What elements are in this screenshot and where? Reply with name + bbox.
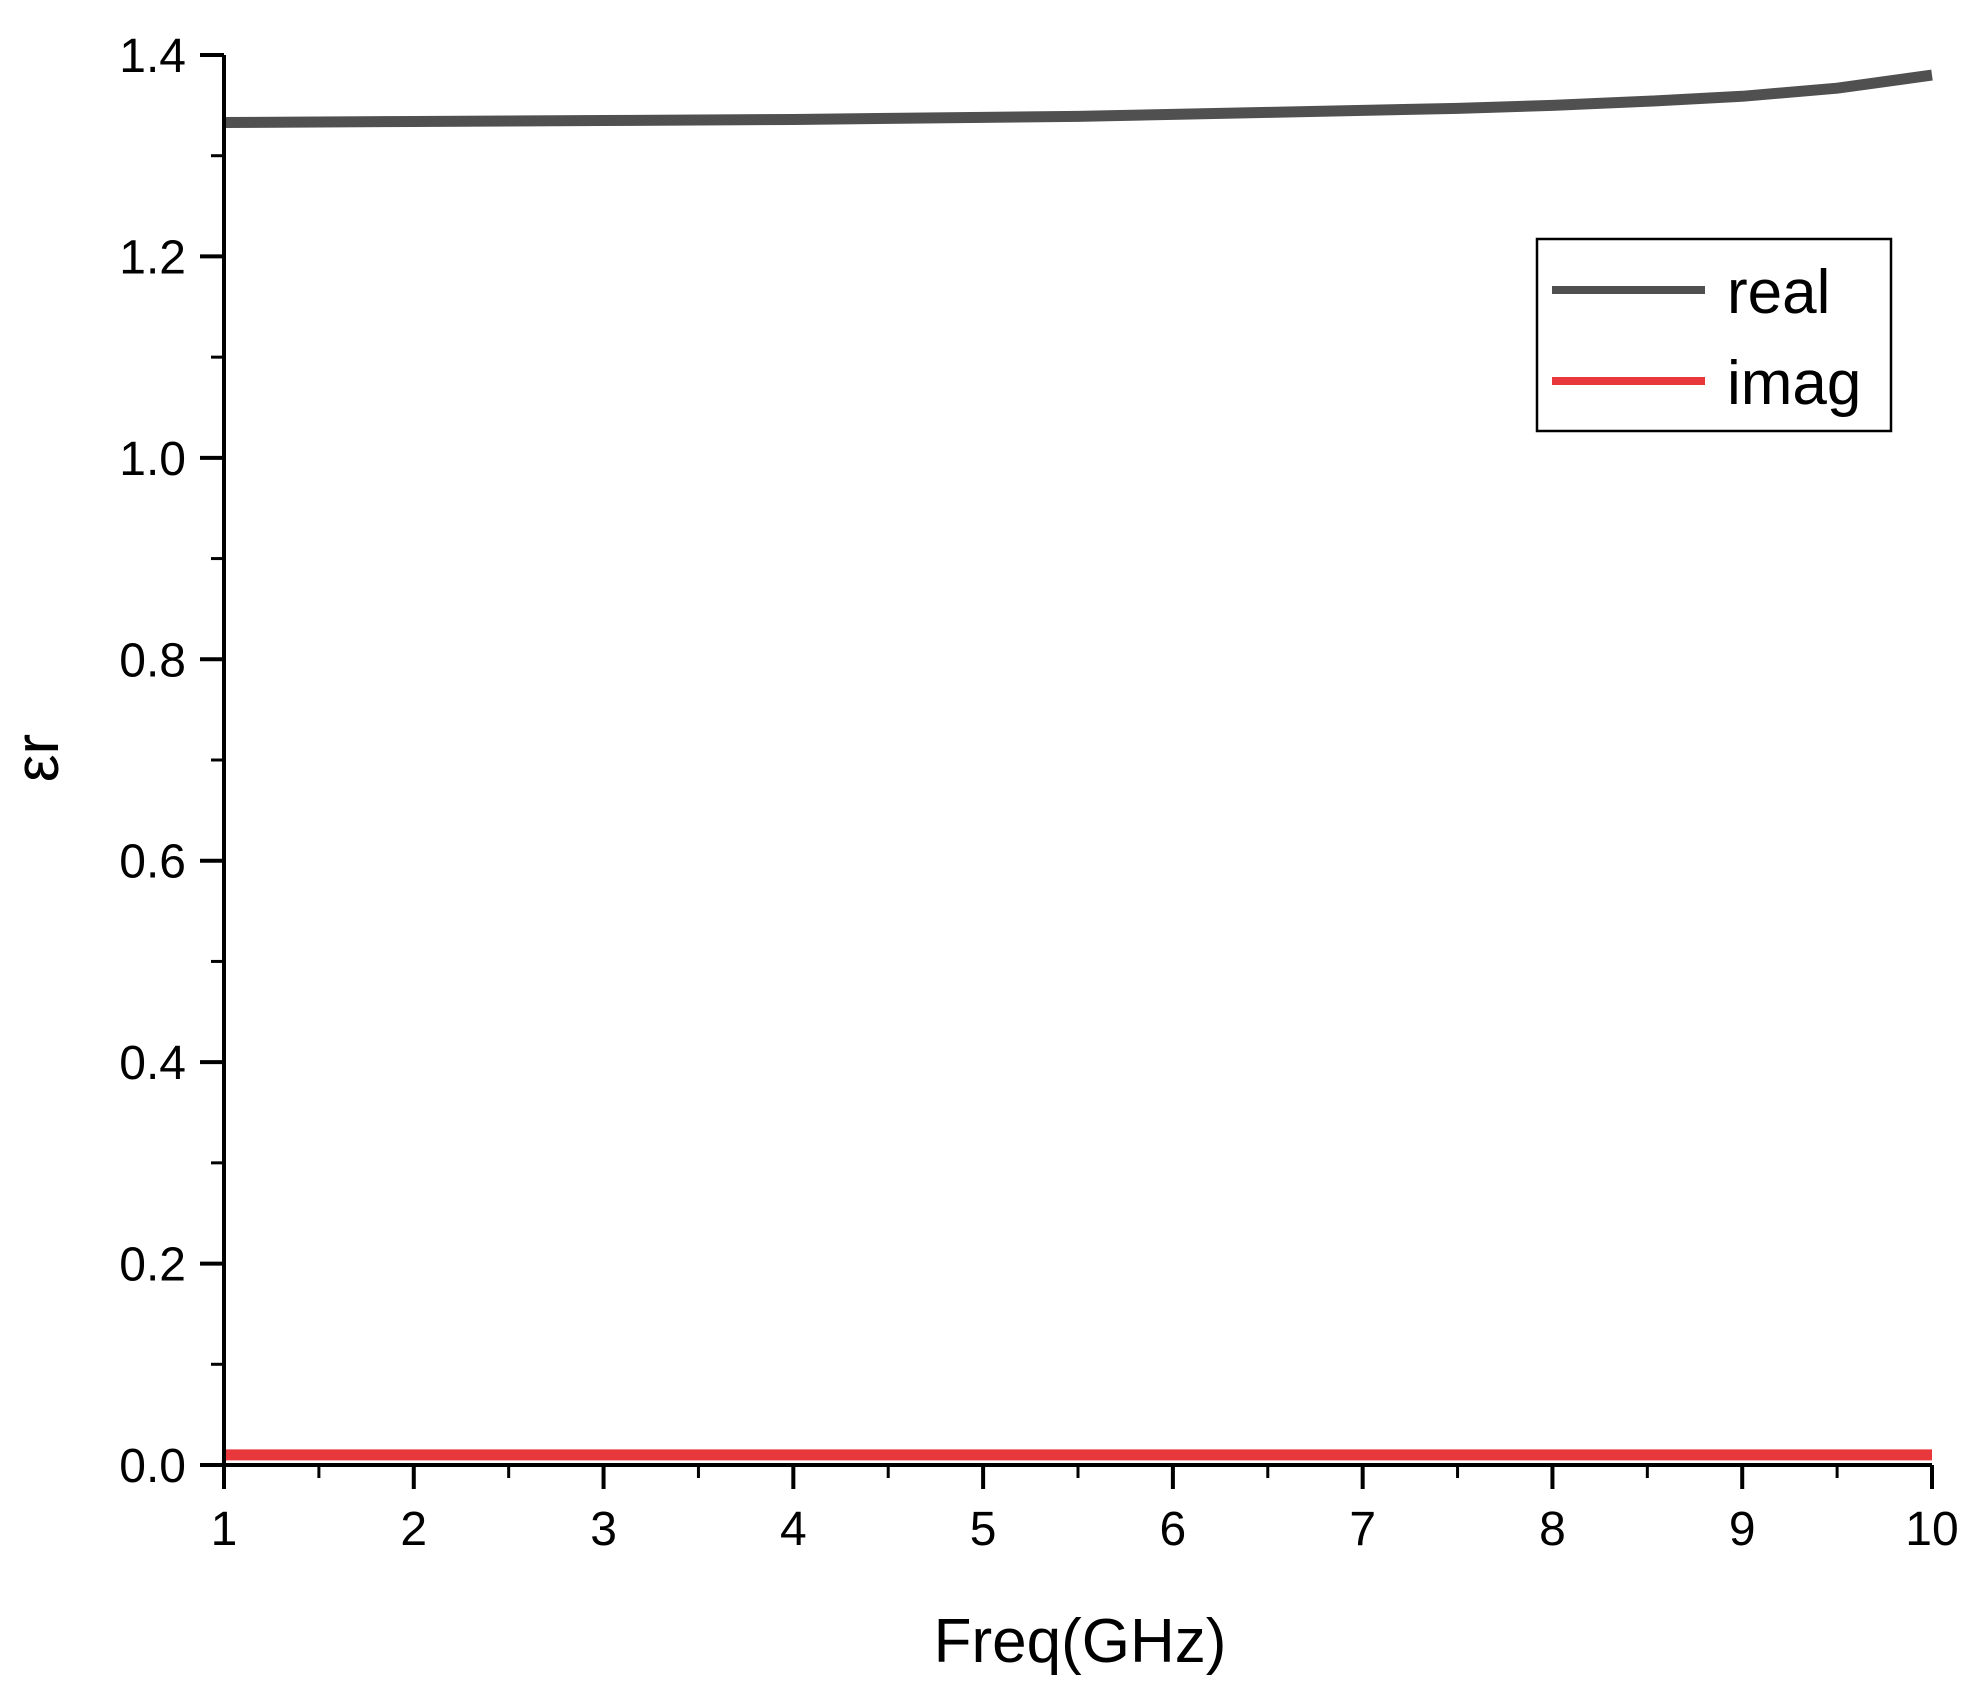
x-tick-label: 9 (1729, 1503, 1756, 1556)
y-tick-label: 0.4 (119, 1037, 186, 1090)
x-tick-label: 1 (211, 1503, 238, 1556)
legend: real imag (1535, 237, 1893, 433)
y-tick-label: 0.6 (119, 836, 186, 889)
series-line-real (223, 69, 1933, 128)
x-tick-label: 3 (590, 1503, 617, 1556)
x-tick-label: 6 (1160, 1503, 1187, 1556)
legend-label-real: real (1727, 258, 1830, 327)
x-tick-label: 7 (1349, 1503, 1376, 1556)
legend-box (1535, 237, 1893, 433)
x-tick-label: 8 (1539, 1503, 1566, 1556)
x-tick-label: 5 (970, 1503, 997, 1556)
y-tick-label: 0.0 (119, 1440, 186, 1493)
y-tick-label: 1.4 (119, 30, 186, 83)
legend-label-imag: imag (1727, 349, 1861, 418)
y-tick-label: 1.2 (119, 231, 186, 284)
x-tick-label: 2 (400, 1503, 427, 1556)
axes: 1 2 3 4 5 6 7 8 9 10 0.0 0.2 0.4 0.6 0.8 1.0 1.2 1.4 (119, 30, 1958, 1556)
x-tick-label: 4 (780, 1503, 807, 1556)
y-tick-label: 1.0 (119, 433, 186, 486)
series-layer (223, 69, 1933, 1461)
y-axis-title: εr (3, 734, 72, 782)
x-tick-label: 10 (1905, 1503, 1958, 1556)
x-axis-title: Freq(GHz) (934, 1607, 1227, 1676)
y-tick-label: 0.8 (119, 634, 186, 687)
y-tick-label: 0.2 (119, 1239, 186, 1292)
